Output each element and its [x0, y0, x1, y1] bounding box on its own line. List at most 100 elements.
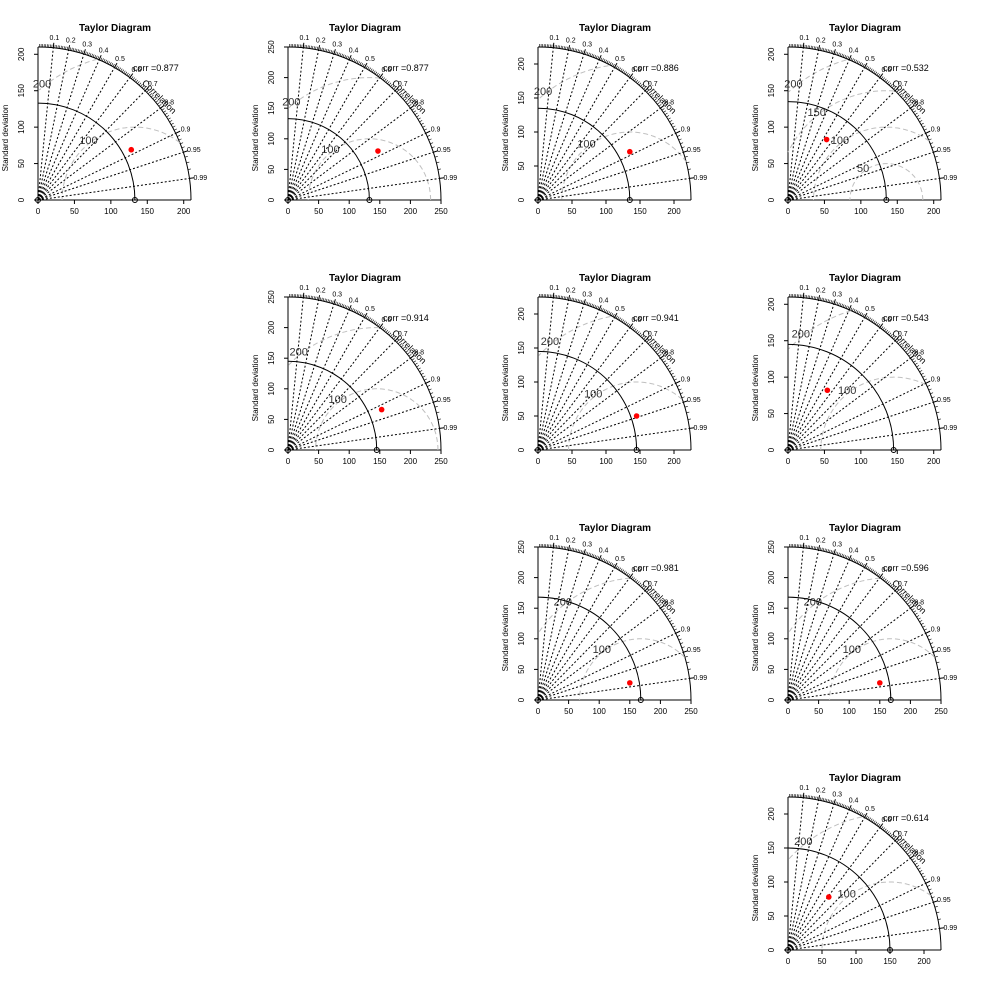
corr-minor-tick	[888, 832, 892, 836]
corr-minor-tick	[408, 104, 412, 107]
y-tick-label: 0	[267, 197, 276, 202]
corr-minor-tick	[624, 71, 628, 75]
corr-minor-tick	[381, 76, 384, 79]
corr-minor-tick	[851, 308, 854, 312]
corr-minor-tick	[661, 608, 665, 611]
corr-minor-tick	[336, 302, 339, 306]
corr-minor-tick	[660, 106, 663, 109]
correlation-heading: Correlation	[390, 328, 428, 366]
model-point	[633, 413, 640, 419]
corr-minor-tick	[865, 65, 868, 69]
y-tick-label: 50	[517, 411, 526, 420]
corr-tick-label: 0.3	[832, 292, 842, 299]
corr-minor-tick	[345, 55, 348, 59]
corr-minor-tick	[410, 356, 413, 359]
y-tick-label: 100	[267, 132, 276, 146]
corr-minor-tick	[361, 313, 364, 316]
y-tick-label: 200	[767, 570, 776, 584]
corr-ray	[287, 53, 335, 201]
corr-minor-tick	[830, 800, 832, 804]
corr-minor-tick	[925, 381, 929, 384]
corr-minor-tick	[680, 642, 684, 645]
corr-minor-tick	[397, 91, 401, 95]
corr-minor-tick	[583, 51, 586, 55]
x-tick-label: 50	[820, 457, 829, 466]
corr-minor-tick	[853, 309, 856, 312]
corr-minor-tick	[815, 546, 817, 550]
corr-tick-label: 0.95	[937, 397, 951, 404]
y-axis-label: Standard deviation	[501, 105, 510, 172]
corr-minor-tick	[399, 93, 403, 96]
corr-minor-tick	[683, 151, 687, 153]
corr-minor-tick	[666, 615, 670, 618]
corr-minor-tick	[333, 51, 336, 55]
corr-minor-tick	[353, 309, 356, 312]
x-tick-label: 200	[927, 207, 941, 216]
corr-tick-label: 0.9	[681, 127, 691, 134]
corr-ray	[537, 607, 661, 701]
corr-minor-tick	[585, 51, 587, 55]
rms-arc	[288, 327, 379, 366]
corr-minor-tick	[588, 52, 590, 56]
corr-minor-tick	[612, 563, 615, 567]
corr-minor-tick	[572, 548, 575, 552]
corr-minor-tick	[356, 60, 359, 64]
corr-minor-tick	[663, 110, 667, 113]
reference-point	[626, 197, 633, 203]
rms-arc	[61, 126, 181, 201]
corr-minor-tick	[141, 85, 145, 89]
corr-minor-tick	[917, 617, 921, 620]
corr-minor-tick	[848, 306, 851, 310]
corr-minor-tick	[635, 329, 639, 333]
corr-minor-tick	[155, 100, 159, 103]
y-tick-label: 0	[517, 447, 526, 452]
corr-minor-tick	[614, 564, 617, 568]
corr-minor-tick	[180, 142, 184, 145]
corr-minor-tick	[670, 122, 674, 125]
corr-minor-tick	[413, 110, 417, 113]
corr-minor-tick	[853, 809, 856, 812]
x-tick-label: 0	[786, 457, 791, 466]
corr-minor-tick	[813, 546, 815, 550]
corr-minor-tick	[936, 411, 940, 414]
corr-minor-tick	[845, 805, 848, 809]
corr-value-label: corr =0.614	[883, 813, 929, 823]
corr-minor-tick	[427, 135, 431, 137]
corr-ray	[787, 77, 881, 201]
rms-arc	[788, 310, 852, 350]
corr-minor-tick	[422, 375, 426, 378]
taylor-panel-3: Taylor Diagram Standard deviation 0 0 50 50 10…	[501, 23, 707, 216]
corr-minor-tick	[637, 331, 640, 334]
corr-tick-label: 0.99	[944, 425, 958, 432]
corr-minor-tick	[338, 302, 340, 306]
corr-minor-tick	[881, 576, 884, 579]
corr-minor-tick	[163, 110, 167, 113]
corr-minor-tick	[404, 348, 407, 351]
corr-minor-tick	[430, 142, 434, 145]
corr-minor-tick	[934, 656, 938, 658]
taylor-panel-1: Taylor Diagram Standard deviation 0 0 50 50 10…	[1, 23, 207, 216]
corr-minor-tick	[919, 120, 923, 123]
corr-minor-tick	[626, 72, 629, 76]
corr-value-label: corr =0.596	[883, 563, 929, 573]
outer-arc	[287, 296, 442, 451]
corr-minor-tick	[591, 53, 593, 57]
corr-minor-tick	[824, 798, 826, 802]
corr-tick-label: 0.7	[148, 81, 158, 88]
corr-ray	[787, 797, 804, 951]
corr-minor-tick	[431, 146, 435, 149]
corr-ray	[537, 327, 631, 451]
corr-minor-tick	[868, 317, 871, 321]
corr-minor-tick	[321, 47, 323, 51]
corr-minor-tick	[586, 552, 589, 556]
corr-minor-tick	[925, 631, 929, 634]
corr-tick-label: 0.3	[582, 292, 592, 299]
corr-minor-tick	[565, 296, 567, 300]
corr-minor-tick	[897, 591, 901, 595]
corr-tick-label: 0.7	[398, 331, 408, 338]
corr-tick-label: 0.3	[832, 792, 842, 799]
corr-minor-tick	[595, 555, 598, 559]
x-tick-label: 0	[536, 207, 541, 216]
corr-minor-tick	[327, 299, 329, 303]
corr-minor-tick	[931, 146, 935, 149]
